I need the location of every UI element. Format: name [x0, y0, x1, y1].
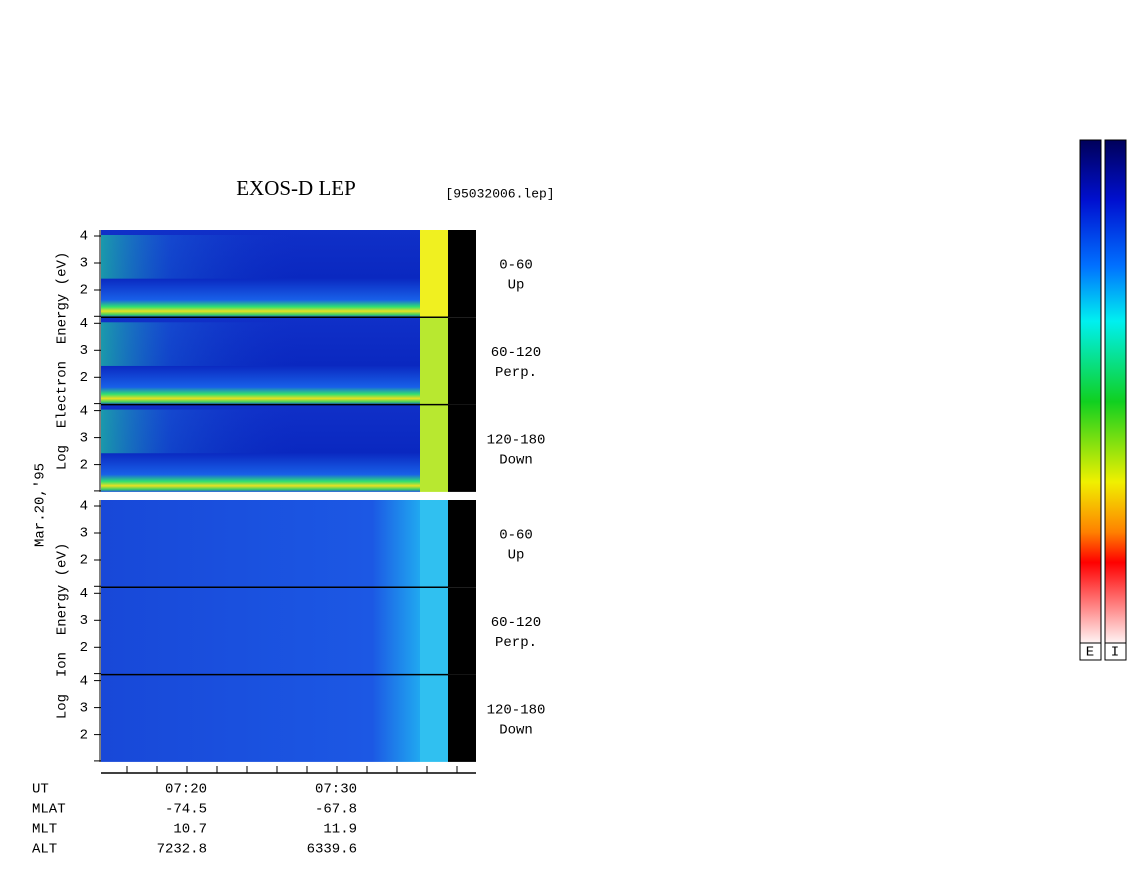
y-axis-label: Log Electron Energy (eV): [55, 252, 71, 470]
blank-strip: [448, 587, 476, 675]
y-tick-label: 4: [80, 403, 88, 419]
row-value: -74.5: [165, 802, 207, 818]
direction: Perp.: [495, 635, 537, 651]
calibration-strip: [420, 500, 448, 588]
row-value: 11.9: [323, 822, 357, 838]
row-label: MLT: [32, 822, 57, 838]
calibration-strip: [420, 230, 448, 318]
spectrogram-feature: [101, 322, 301, 366]
pitch-angle: 120-180: [487, 432, 546, 448]
row-value: 6339.6: [307, 842, 357, 858]
color-bar-i: [1104, 139, 1127, 661]
spectrogram: [101, 674, 420, 762]
spectrogram-feature: [101, 235, 301, 279]
y-tick-label: 3: [80, 256, 88, 272]
blank-strip: [448, 674, 476, 762]
pitch-angle: 0-60: [499, 528, 533, 544]
row-value: 7232.8: [157, 842, 207, 858]
blank-strip: [448, 230, 476, 318]
y-tick-label: 4: [80, 673, 88, 689]
y-tick-label: 2: [80, 370, 88, 386]
direction: Up: [508, 278, 525, 294]
pitch-angle: 60-120: [491, 345, 541, 361]
calibration-strip: [420, 587, 448, 675]
date: Mar.20,'95: [33, 463, 49, 547]
y-tick-label: 3: [80, 613, 88, 629]
title: EXOS-D LEP: [236, 176, 356, 200]
row-label: MLAT: [32, 802, 66, 818]
calibration-strip: [420, 317, 448, 405]
y-tick-label: 4: [80, 316, 88, 332]
row-value: 07:20: [165, 782, 207, 798]
pitch-angle: 60-120: [491, 615, 541, 631]
row-value: 10.7: [173, 822, 207, 838]
y-tick-label: 3: [80, 526, 88, 542]
row-value: -67.8: [315, 802, 357, 818]
blank-strip: [448, 317, 476, 405]
row-value: 07:30: [315, 782, 357, 798]
direction: Down: [499, 722, 533, 738]
pitch-angle: 0-60: [499, 258, 533, 274]
spectrogram: [101, 587, 420, 675]
y-tick-label: 4: [80, 499, 88, 515]
color-bar-e: [1079, 139, 1102, 661]
blank-strip: [448, 500, 476, 588]
spectrogram-feature: [101, 409, 301, 454]
blank-strip: [448, 404, 476, 492]
y-axis-label: Log Ion Energy (eV): [55, 543, 71, 719]
y-tick-label: 3: [80, 343, 88, 359]
row-label: UT: [32, 782, 49, 798]
row-label: ALT: [32, 842, 57, 858]
y-tick-label: 3: [80, 430, 88, 446]
spectrogram: [101, 500, 420, 588]
y-tick-label: 2: [80, 553, 88, 569]
calibration-strip: [420, 674, 448, 762]
direction: Up: [508, 548, 525, 564]
color-bar-label: E: [1086, 645, 1094, 661]
direction: Down: [499, 452, 533, 468]
y-tick-label: 2: [80, 457, 88, 473]
direction: Perp.: [495, 365, 537, 381]
file-name: [95032006.lep]: [445, 186, 554, 201]
y-tick-label: 2: [80, 283, 88, 299]
y-tick-label: 2: [80, 727, 88, 743]
pitch-angle: 120-180: [487, 702, 546, 718]
color-bar-label: I: [1111, 645, 1119, 661]
y-tick-label: 4: [80, 229, 88, 245]
calibration-strip: [420, 404, 448, 492]
y-tick-label: 2: [80, 640, 88, 656]
y-tick-label: 4: [80, 586, 88, 602]
y-tick-label: 3: [80, 700, 88, 716]
